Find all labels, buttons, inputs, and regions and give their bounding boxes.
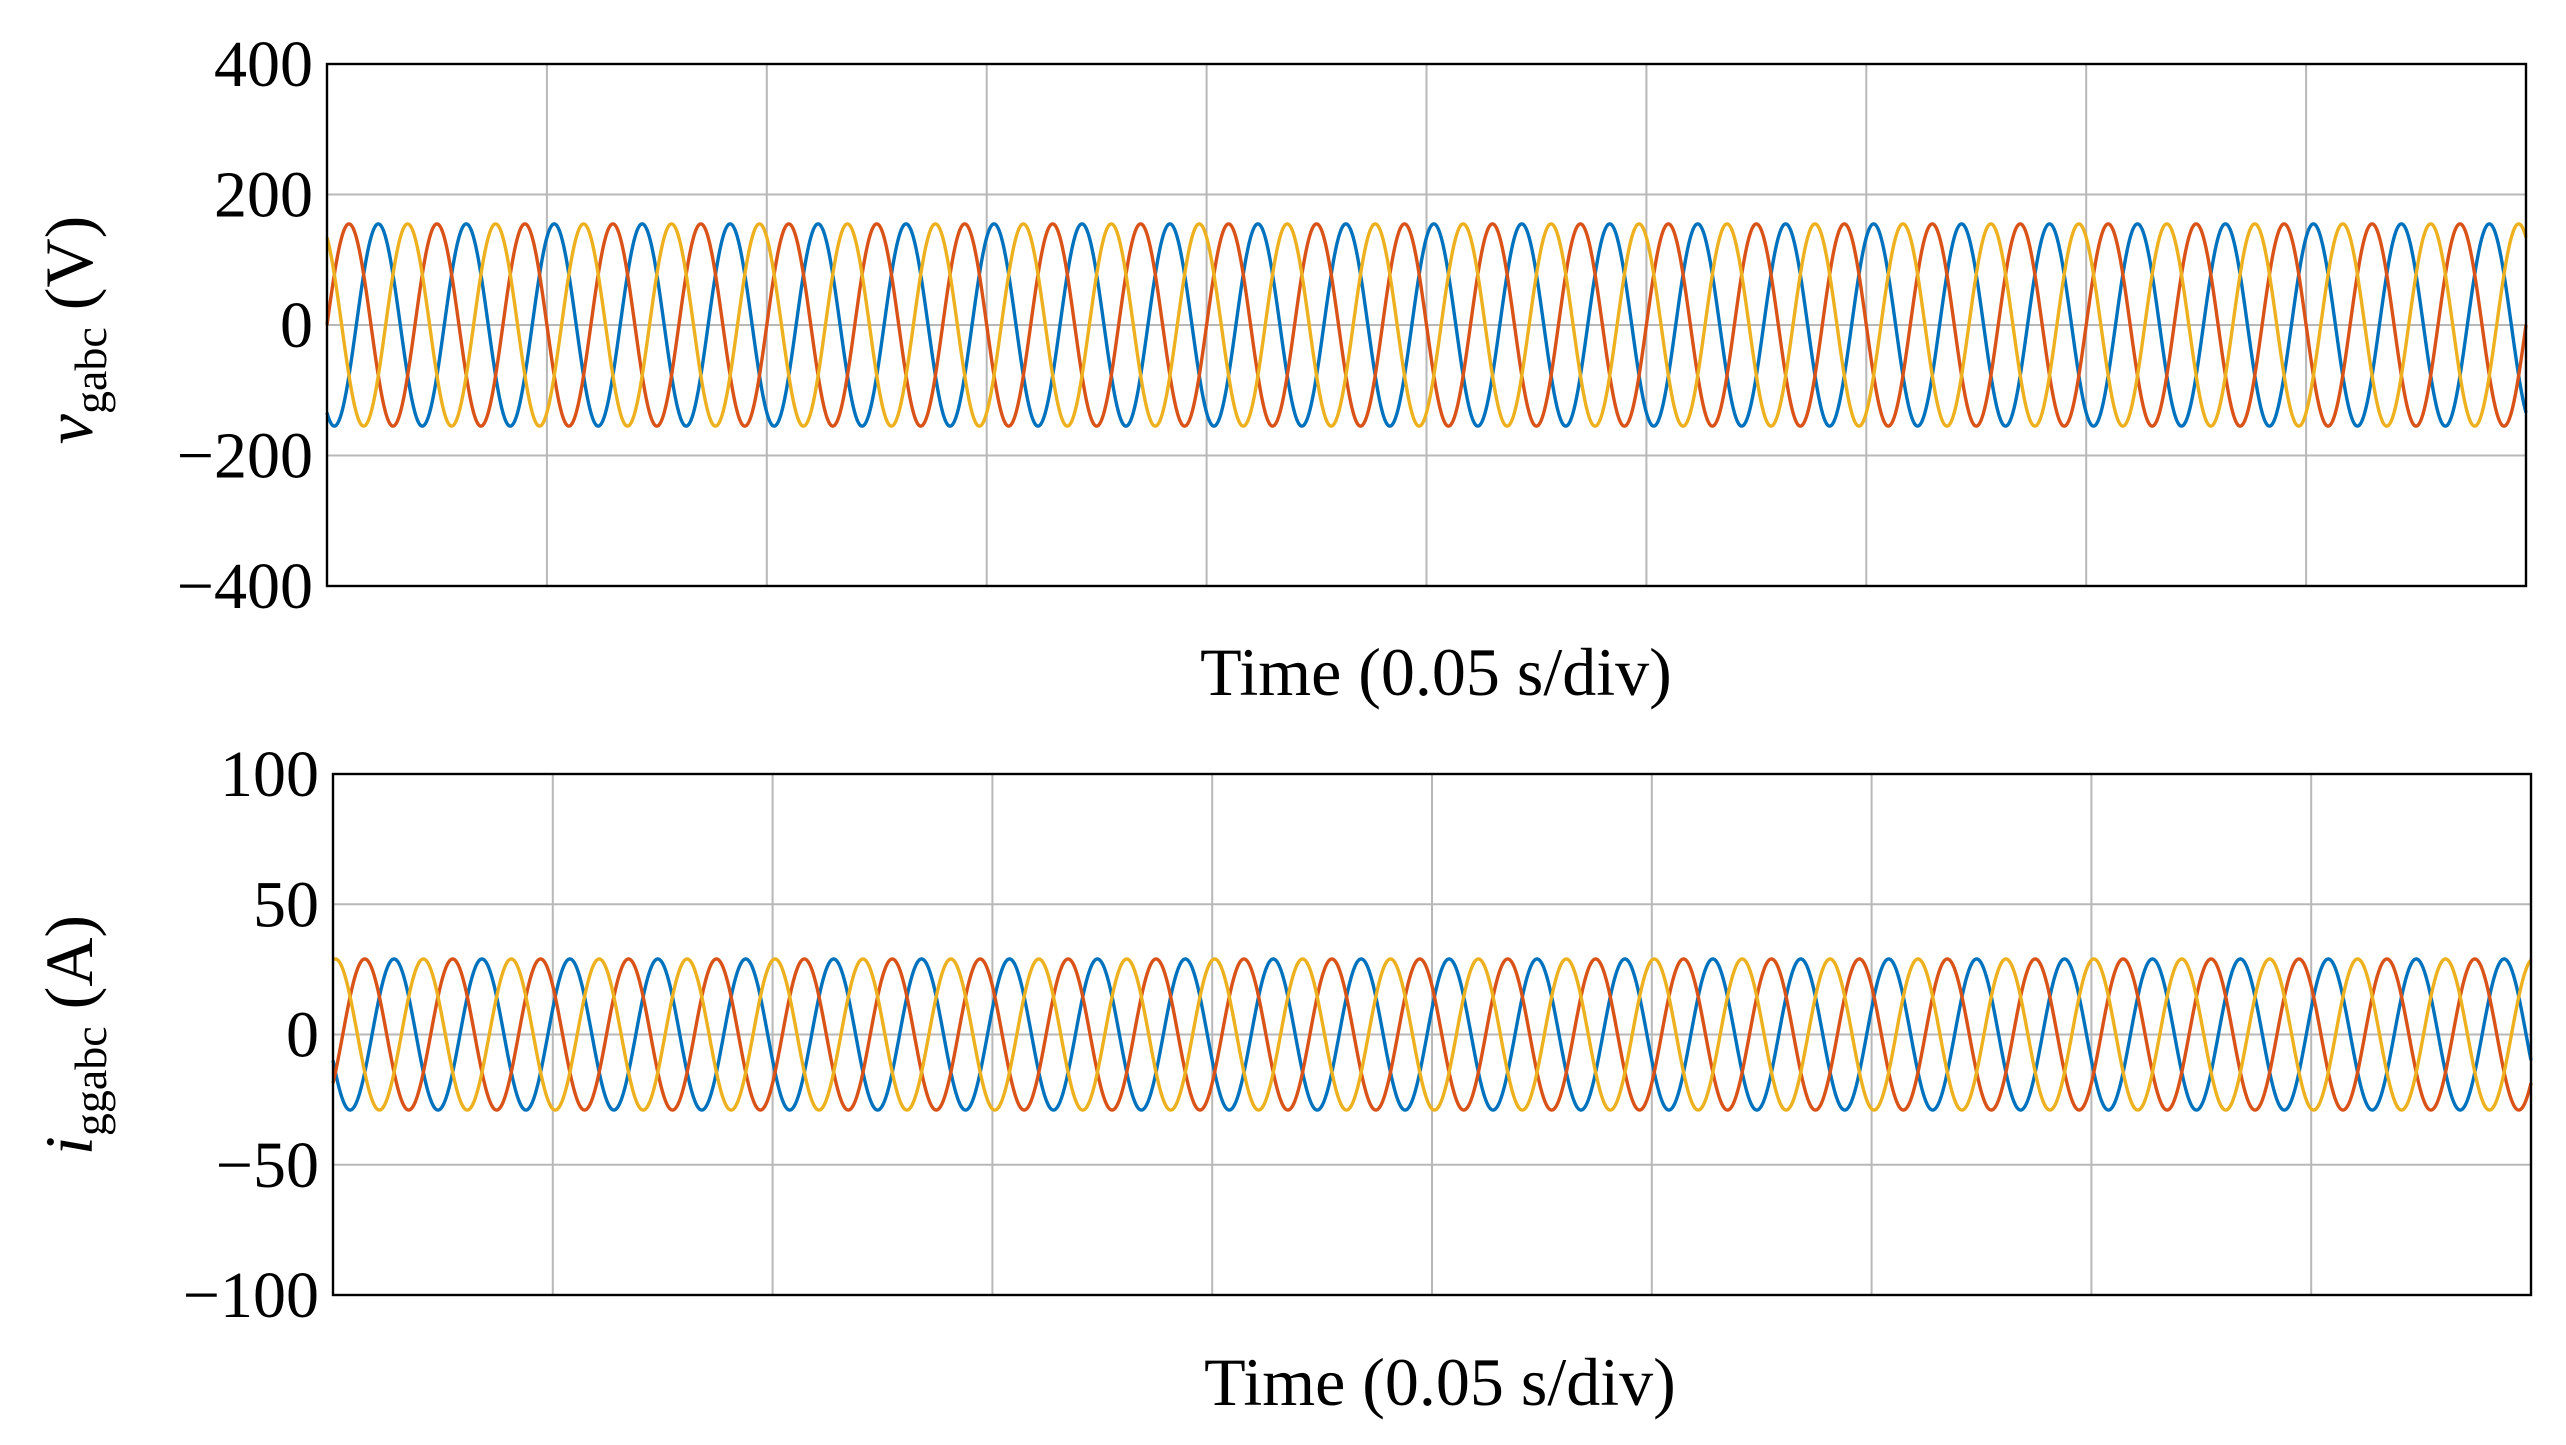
voltage-ylabel-unit: (V) xyxy=(31,216,107,310)
current-y-tick-label: 0 xyxy=(286,999,319,1072)
voltage-y-tick-label: 400 xyxy=(214,28,313,101)
voltage-series-2-line xyxy=(325,222,2528,428)
voltage-series-1-line xyxy=(325,222,2528,428)
current-y-tick-label: 50 xyxy=(253,868,319,941)
current-y-ticks: 100 50 0 −50 −100 xyxy=(183,738,319,1332)
current-y-tick-label: 100 xyxy=(220,738,319,811)
current-series-2-line xyxy=(331,957,2533,1112)
voltage-series-3-line xyxy=(325,222,2528,428)
voltage-series-group xyxy=(325,222,2528,428)
voltage-y-tick-label: −200 xyxy=(177,420,313,493)
current-series-1-line xyxy=(331,957,2533,1112)
voltage-y-tick-label: 0 xyxy=(280,289,313,362)
voltage-ylabel-symbol: v xyxy=(31,413,107,444)
current-x-axis-label: Time (0.05 s/div) xyxy=(1204,1344,1676,1420)
current-ylabel-symbol: i xyxy=(31,1136,107,1155)
current-plot-frame xyxy=(331,772,2533,1297)
voltage-chart: 400 200 0 −200 −400 vgabc (V) Time (0.05 s/d… xyxy=(31,28,2528,710)
current-chart: 100 50 0 −50 −100 iggabc (A) Time (0.05 s/di… xyxy=(31,738,2533,1420)
current-ylabel-unit: (A) xyxy=(31,915,107,1009)
voltage-y-tick-label: 200 xyxy=(214,159,313,232)
current-grid xyxy=(333,774,2531,1295)
voltage-y-tick-label: −400 xyxy=(177,550,313,623)
voltage-y-ticks: 400 200 0 −200 −400 xyxy=(177,28,313,623)
voltage-x-axis-label: Time (0.05 s/div) xyxy=(1200,634,1672,710)
voltage-plot-frame xyxy=(325,62,2528,588)
current-y-tick-label: −100 xyxy=(183,1259,319,1332)
current-ylabel-subscript: ggabc xyxy=(65,1026,116,1136)
current-series-group xyxy=(331,957,2533,1112)
current-y-axis-label: iggabc (A) xyxy=(31,915,116,1155)
current-y-tick-label: −50 xyxy=(216,1129,319,1202)
current-series-3-line xyxy=(331,957,2533,1112)
voltage-ylabel-subscript: gabc xyxy=(65,327,116,414)
voltage-y-axis-label: vgabc (V) xyxy=(31,216,116,444)
